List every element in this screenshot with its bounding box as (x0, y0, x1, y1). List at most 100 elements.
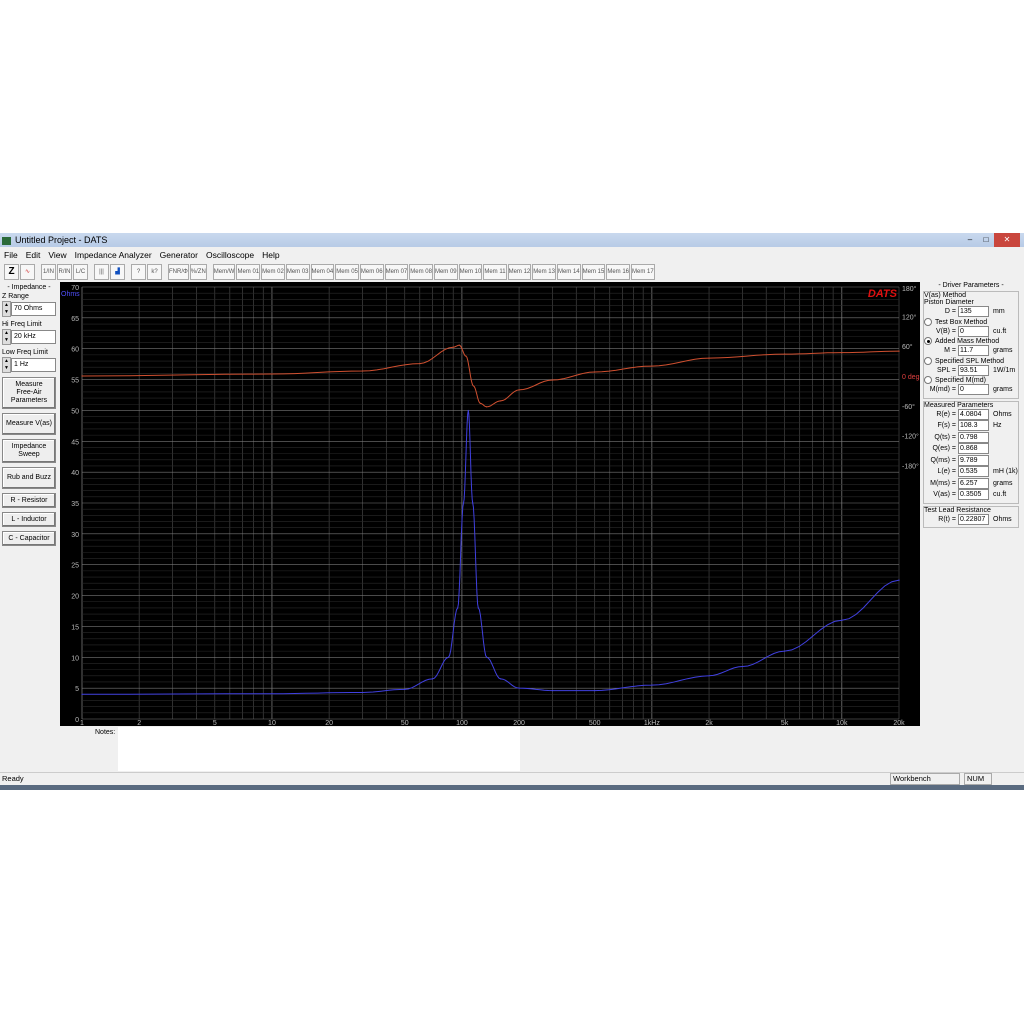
m-field[interactable]: 11.7 (958, 345, 989, 357)
d-field[interactable]: 135 (958, 306, 989, 318)
impedance-point (361, 691, 364, 694)
vb-label: V(B) = (935, 327, 956, 335)
toolbar-button-26[interactable]: Mem 15 (581, 264, 606, 280)
toolbar-button-8[interactable]: k? (147, 264, 162, 280)
y-tick-label: 30 (71, 532, 79, 539)
param-label: Q(ms) = (930, 456, 956, 464)
maximize-button[interactable]: □ (983, 235, 989, 244)
param-value: 6.257 (958, 477, 989, 489)
menu-oscilloscope[interactable]: Oscilloscope (205, 250, 255, 260)
spl-method-label: Specified SPL Method (935, 357, 1005, 365)
measure-vas-button[interactable]: Measure V(as) (2, 413, 56, 435)
y-tick-label: 70 (71, 285, 79, 292)
param-value: 0.535 (958, 466, 989, 478)
rt-field: 0.22807 (958, 513, 989, 525)
toolbar-button-21[interactable]: Mem 10 (458, 264, 483, 280)
toolbar-button-13[interactable]: Mem 02 (261, 264, 285, 280)
toolbar-button-16[interactable]: Mem 05 (335, 264, 359, 280)
toolbar-separator (36, 264, 40, 278)
impedance-point (651, 684, 653, 686)
impedance-sweep-button[interactable]: Impedance Sweep (2, 439, 56, 463)
test-lead-label: Test Lead Resistance (924, 506, 991, 514)
capacitor-button[interactable]: C - Capacitor (2, 531, 56, 546)
y-tick-label: 65 (71, 316, 79, 323)
x-tick-label: 2 (137, 720, 141, 726)
toolbar-button-3[interactable]: R/IN (57, 264, 72, 280)
menu-view[interactable]: View (48, 250, 67, 260)
y-tick-label: 20 (71, 594, 79, 601)
toolbar-button-6[interactable]: ▟ (110, 264, 125, 280)
toolbar-button-15[interactable]: Mem 04 (310, 264, 335, 280)
vas-method-label: V(as) Method (924, 292, 967, 299)
param-unit: mH (1k) (993, 468, 1018, 476)
param-label: Q(ts) = (934, 433, 956, 441)
added-mass-radio[interactable] (924, 337, 932, 345)
toolbar-button-27[interactable]: Mem 16 (606, 264, 631, 280)
toolbar-button-24[interactable]: Mem 13 (532, 264, 556, 280)
menu-edit[interactable]: Edit (25, 250, 41, 260)
mmd-method-radio[interactable] (924, 376, 932, 384)
hi-freq-spinner[interactable]: ▲ ▼ (2, 329, 11, 345)
test-box-radio[interactable] (924, 317, 932, 326)
toolbar-button-7[interactable]: ? (131, 264, 146, 280)
spl-field[interactable]: 93.51 (958, 364, 989, 376)
menu-generator[interactable]: Generator (159, 250, 198, 260)
toolbar-button-12[interactable]: Mem 01 (236, 264, 261, 280)
measure-free-air-button[interactable]: Measure Free-Air Parameters (2, 377, 56, 409)
low-freq-spinner[interactable]: ▲ ▼ (2, 357, 11, 373)
menu-bar: File Edit View Impedance Analyzer Generator O… (0, 249, 284, 262)
measured-parameters-label: Measured Parameters (924, 401, 994, 409)
toolbar-button-28[interactable]: Mem 17 (631, 264, 655, 280)
hi-freq-field[interactable]: 20 kHz (11, 330, 56, 344)
toolbar-button-4[interactable]: L/C (73, 264, 88, 280)
menu-help[interactable]: Help (262, 250, 280, 260)
spl-method-radio[interactable] (924, 356, 932, 365)
toolbar-separator (163, 264, 167, 278)
toolbar-button-19[interactable]: Mem 08 (409, 264, 433, 280)
impedance-point (551, 690, 554, 692)
z-range-field[interactable]: 70 Ohms (11, 302, 56, 316)
impedance-point (457, 607, 459, 609)
mmd-field[interactable]: 0 (958, 384, 989, 396)
phase-point (594, 371, 596, 373)
toolbar-button-11[interactable]: Mem/W (212, 264, 236, 280)
toolbar-button-2[interactable]: 1/IN (41, 264, 56, 280)
phase-point (841, 352, 843, 354)
toolbar-button-20[interactable]: Mem 09 (433, 264, 458, 280)
toolbar-button-5[interactable]: ||| (94, 264, 109, 280)
minimize-button[interactable]: – (967, 235, 973, 244)
vb-field[interactable]: 0 (958, 325, 989, 337)
driver-parameters-panel: - Driver Parameters - V(as) Method Pisto… (922, 282, 1020, 530)
toolbar-button-10[interactable]: %/ZN (189, 264, 207, 280)
status-bar: Ready Workbench NUM (0, 772, 1024, 785)
inductor-button[interactable]: L - Inductor (2, 512, 56, 527)
phase-point (486, 406, 488, 408)
toolbar-button-18[interactable]: Mem 07 (384, 264, 409, 280)
y-tick-label: 25 (71, 563, 79, 570)
menu-file[interactable]: File (4, 250, 18, 260)
toolbar-button-1[interactable]: ∿ (20, 264, 35, 280)
toolbar-button-0[interactable]: Z (4, 264, 19, 280)
d-label: D = (944, 308, 956, 316)
impedance-point (594, 690, 596, 692)
panel-header: - Driver Parameters - (938, 282, 1004, 289)
resistor-button[interactable]: R - Resistor (2, 493, 56, 508)
low-freq-field[interactable]: 1 Hz (11, 358, 56, 372)
z-range-spinner[interactable]: ▲ ▼ (2, 301, 11, 317)
impedance-point (81, 693, 83, 695)
toolbar-button-25[interactable]: Mem 14 (556, 264, 581, 280)
close-button[interactable]: ✕ (994, 233, 1020, 247)
toolbar-button-14[interactable]: Mem 03 (285, 264, 310, 280)
toolbar-button-17[interactable]: Mem 06 (359, 264, 384, 280)
rub-and-buzz-button[interactable]: Rub and Buzz (2, 467, 56, 489)
menu-impedance-analyzer[interactable]: Impedance Analyzer (74, 250, 152, 260)
toolbar-button-23[interactable]: Mem 12 (507, 264, 532, 280)
notes-field[interactable] (118, 727, 520, 771)
phase-point (479, 402, 481, 404)
phase-point (452, 346, 454, 348)
param-label: V(as) = (933, 491, 956, 499)
x-tick-label: 2k (705, 720, 713, 726)
toolbar-button-9[interactable]: FNR/Φ (168, 264, 189, 280)
toolbar-button-22[interactable]: Mem 11 (483, 264, 507, 280)
param-value: 9.789 (958, 454, 989, 466)
